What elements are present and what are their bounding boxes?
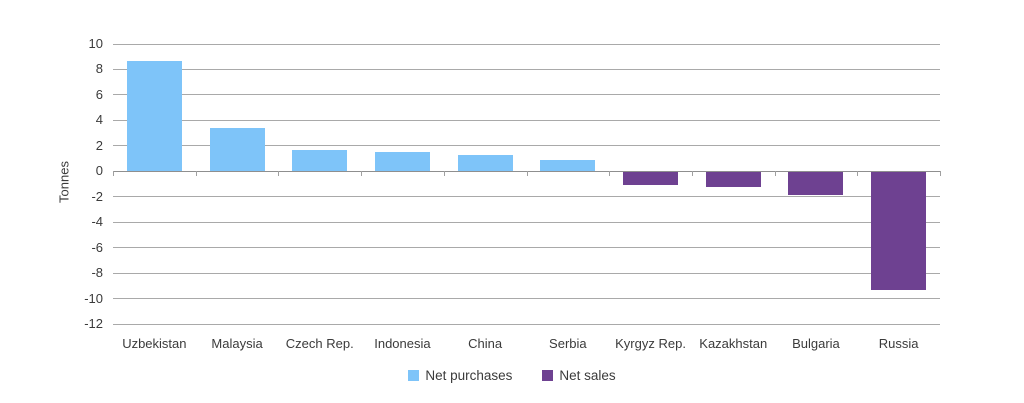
axis-tick — [774, 171, 776, 177]
y-tick-label: -4 — [91, 214, 103, 230]
y-tick-label: 2 — [95, 137, 103, 153]
gridline — [113, 94, 940, 96]
x-axis-label: Serbia — [549, 336, 587, 351]
bar-russia — [871, 172, 927, 290]
gridline — [113, 68, 940, 70]
gridline — [113, 196, 940, 198]
axis-tick — [940, 171, 941, 177]
gridline — [113, 272, 940, 274]
legend-label: Net purchases — [425, 368, 513, 383]
x-axis-label: China — [468, 336, 503, 351]
bar-kyrgyz-rep — [623, 172, 679, 186]
x-axis-label: Bulgaria — [792, 336, 840, 351]
axis-tick — [361, 171, 363, 177]
bar-uzbekistan — [126, 60, 182, 172]
axis-tick — [526, 171, 528, 177]
y-tick-label: 4 — [95, 112, 103, 128]
x-axis-label: Czech Rep. — [285, 336, 354, 351]
axis-tick — [691, 171, 693, 177]
legend-swatch — [408, 370, 420, 381]
y-tick-label: -8 — [91, 265, 103, 281]
legend-swatch — [542, 370, 554, 381]
bar-indonesia — [374, 152, 430, 172]
x-axis-label: Kazakhstan — [699, 336, 768, 351]
axis-tick — [443, 171, 445, 177]
x-axis-label: Indonesia — [374, 336, 431, 351]
y-tick-label: 0 — [95, 163, 103, 179]
x-axis-label: Russia — [878, 336, 919, 351]
axis-tick — [609, 171, 611, 177]
axis-tick — [278, 171, 280, 177]
legend-label: Net sales — [559, 368, 616, 383]
x-axis-label: Kyrgyz Rep. — [615, 336, 686, 351]
axis-tick — [195, 171, 197, 177]
bar-kazakhstan — [705, 172, 761, 187]
bar-czech-rep — [292, 149, 348, 172]
y-tick-label: 6 — [95, 86, 103, 102]
y-tick-label: -6 — [91, 239, 103, 255]
y-tick-label: -2 — [91, 188, 103, 204]
gridline — [113, 221, 940, 223]
axis-tick — [857, 171, 859, 177]
bar-malaysia — [209, 128, 265, 172]
gridline — [113, 247, 940, 249]
legend-item: Net sales — [542, 368, 616, 383]
x-axis-label: Uzbekistan — [122, 336, 187, 351]
gridline — [113, 298, 940, 300]
y-tick-label: 8 — [95, 61, 103, 77]
y-tick-label: 10 — [88, 36, 103, 51]
y-tick-label: -10 — [84, 290, 103, 306]
axis-tick — [113, 171, 114, 177]
y-tick-label: -12 — [84, 316, 103, 331]
gridline — [113, 119, 940, 121]
bar-bulgaria — [788, 172, 844, 196]
x-axis-label: Malaysia — [211, 336, 263, 351]
legend: Net purchases Net sales — [0, 368, 1024, 383]
bar-serbia — [540, 159, 596, 172]
bar-china — [457, 154, 513, 172]
gridline — [113, 323, 940, 325]
gridline — [113, 43, 940, 45]
gridline — [113, 145, 940, 147]
legend-item: Net purchases — [408, 368, 512, 383]
